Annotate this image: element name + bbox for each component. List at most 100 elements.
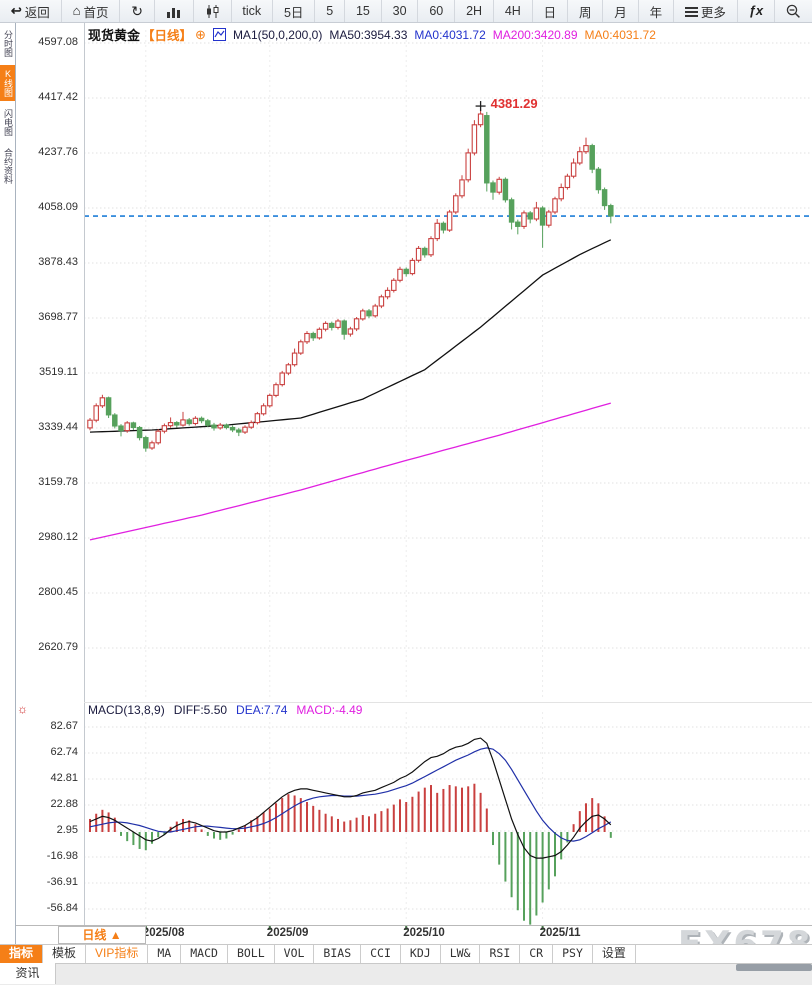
y-axis-label: 3878.43 xyxy=(38,256,78,268)
chart-legend: 现货黄金 【日线】 ⊕ MA1(50,0,200,0) MA50:3954.33… xyxy=(88,25,656,44)
candle-body xyxy=(236,429,242,433)
period-selector[interactable]: 日线 ▲ xyxy=(58,926,146,944)
macd-title: MACD(13,8,9) xyxy=(88,703,165,717)
news-tab[interactable]: 资讯 xyxy=(0,963,56,984)
toolbar-day-button[interactable]: 日 xyxy=(533,0,569,22)
candle-body xyxy=(347,328,354,335)
indicator-tab-vip指标[interactable]: VIP指标 xyxy=(86,945,149,963)
toolbar-tick-button[interactable]: tick xyxy=(232,0,274,22)
toolbar-15m-button[interactable]: 15 xyxy=(345,0,382,22)
horizontal-scrollbar-thumb[interactable] xyxy=(736,964,812,971)
refresh-icon: ↻ xyxy=(131,2,144,19)
x-axis-label: 2025/10 xyxy=(403,927,445,939)
candle-body xyxy=(329,322,335,328)
line-chart-icon xyxy=(212,28,226,41)
toolbar-year-button[interactable]: 年 xyxy=(639,0,674,22)
sidebar-tab-kline-chart[interactable]: K线图 xyxy=(0,65,15,101)
toolbar-4h-button[interactable]: 4H xyxy=(494,0,533,22)
toolbar-label: 月 xyxy=(614,5,627,20)
candle-body xyxy=(353,318,360,330)
toolbar-label: 30 xyxy=(392,4,407,18)
toolbar-month-button[interactable]: 月 xyxy=(603,0,639,22)
candle-body xyxy=(285,364,292,374)
x-axis-label: 2025/09 xyxy=(266,927,309,939)
toolbar-candle-style-button[interactable] xyxy=(194,0,232,22)
candle-body xyxy=(397,268,403,281)
candle-body xyxy=(198,417,205,422)
y-axis-label: 4058.09 xyxy=(38,201,78,213)
add-overlay-icon[interactable]: ⊕ xyxy=(195,26,206,42)
indicator-tab-boll[interactable]: BOLL xyxy=(228,945,275,963)
toolbar-refresh-button[interactable]: ↻ xyxy=(120,0,155,22)
indicator-tab-模板[interactable]: 模板 xyxy=(43,945,87,963)
ma-settings-label: MA1(50,0,200,0) xyxy=(232,27,323,42)
candle-body xyxy=(533,207,540,220)
candle-body xyxy=(143,437,149,449)
indicator-tab-rsi[interactable]: RSI xyxy=(480,945,521,963)
indicator-tab-lw&[interactable]: LW& xyxy=(441,945,481,963)
ma50-line xyxy=(89,239,612,433)
toolbar-label: 2H xyxy=(466,4,483,18)
toolbar-area-chart-button[interactable] xyxy=(155,0,194,22)
indicator-tab-macd[interactable]: MACD xyxy=(181,945,228,963)
indicator-tab-cci[interactable]: CCI xyxy=(361,945,401,963)
area-chart-icon xyxy=(166,5,182,18)
dea-line xyxy=(89,747,612,842)
indicator-settings-icon[interactable]: ☼ xyxy=(17,702,28,716)
candle-body xyxy=(384,289,391,298)
sidebar-tab-lightning-chart[interactable]: 闪电图 xyxy=(3,109,13,136)
candle-body xyxy=(595,168,602,191)
indicator-tab-psy[interactable]: PSY xyxy=(553,945,593,963)
candle-body xyxy=(205,420,211,426)
toolbar-week-button[interactable]: 周 xyxy=(568,0,604,22)
toolbar-5m-button[interactable]: 5 xyxy=(315,0,346,22)
x-axis-label: 2025/08 xyxy=(142,927,185,939)
candle-body xyxy=(279,372,285,386)
toolbar-back-button[interactable]: ↩ 返回 xyxy=(0,0,62,22)
toolbar-5d-button[interactable]: 5日 xyxy=(273,0,316,22)
toolbar-60m-button[interactable]: 60 xyxy=(418,0,456,22)
candle-body xyxy=(223,424,230,429)
toolbar-home-button[interactable]: ⌂ 首页 xyxy=(62,0,121,22)
candle-body xyxy=(87,419,93,429)
indicator-tab-指标[interactable]: 指标 xyxy=(0,945,44,963)
candle-body xyxy=(378,296,385,307)
candle-body xyxy=(440,222,447,231)
indicator-tab-ma[interactable]: MA xyxy=(148,945,182,963)
toolbar-2h-button[interactable]: 2H xyxy=(455,0,494,22)
y-axis-label: 3698.77 xyxy=(38,311,78,323)
toolbar-30m-button[interactable]: 30 xyxy=(382,0,419,22)
candle-body xyxy=(298,341,304,354)
candle-body xyxy=(217,424,223,429)
toolbar-label: 返回 xyxy=(24,5,50,20)
candle-body xyxy=(310,332,316,339)
indicator-tab-设置[interactable]: 设置 xyxy=(593,945,636,963)
indicator-tab-vol[interactable]: VOL xyxy=(275,945,315,963)
candle-body xyxy=(434,222,440,240)
candle-body xyxy=(372,305,378,317)
candlestick-icon xyxy=(205,4,220,18)
macd-dea-value: DEA:7.74 xyxy=(236,703,288,717)
y-axis-label: 2800.45 xyxy=(38,586,78,598)
toolbar-more-button[interactable]: 更多 xyxy=(674,0,738,22)
candle-body xyxy=(577,151,583,164)
sidebar-tab-time-chart[interactable]: 分时图 xyxy=(3,30,13,57)
candle-body xyxy=(155,430,161,444)
macd-diff-value: DIFF:5.50 xyxy=(173,703,228,717)
candle-body xyxy=(273,384,279,396)
indicator-tab-cr[interactable]: CR xyxy=(520,945,554,963)
toolbar-fx-button[interactable]: ƒx xyxy=(738,0,776,22)
candle-body xyxy=(403,268,409,275)
candle-body xyxy=(229,426,236,431)
sidebar-tab-contract-info[interactable]: 合约资料 xyxy=(3,148,13,184)
y-axis-label: 2.95 xyxy=(56,824,78,836)
x-axis-label: 2025/11 xyxy=(539,927,581,939)
candle-body xyxy=(477,113,484,126)
toolbar-label: 5日 xyxy=(283,5,304,20)
toolbar-zoom-out-button[interactable] xyxy=(775,0,812,22)
indicator-tab-kdj[interactable]: KDJ xyxy=(401,945,441,963)
candle-body xyxy=(335,320,341,328)
indicator-tab-bias[interactable]: BIAS xyxy=(314,945,362,963)
y-axis-label: 3159.78 xyxy=(38,476,78,488)
